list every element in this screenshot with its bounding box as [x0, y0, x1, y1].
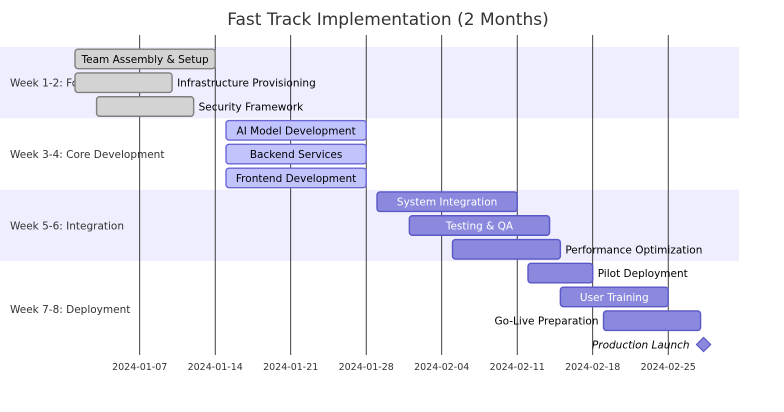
milestone-marker	[695, 336, 712, 353]
task-label: System Integration	[397, 197, 497, 209]
task-bar	[74, 48, 216, 70]
section-bands	[0, 47, 739, 357]
task-bar	[74, 72, 173, 94]
tick-label: 2024-01-07	[112, 362, 167, 373]
section-band	[0, 189, 739, 262]
task-label: Infrastructure Provisioning	[177, 78, 316, 90]
task-label: Security Framework	[199, 102, 304, 114]
task-label: Production Launch	[592, 340, 690, 352]
section-band	[0, 118, 739, 190]
tick-label: 2024-01-21	[263, 362, 318, 373]
task-bar	[602, 310, 702, 332]
task-label: AI Model Development	[237, 125, 356, 137]
task-bars	[74, 48, 712, 353]
task-label: Testing & QA	[445, 221, 514, 233]
task-bar	[408, 215, 551, 236]
task-labels: Team Assembly & Setup Infrastructure Prov…	[81, 54, 703, 352]
section-label: Week 5-6: Integration	[10, 221, 124, 233]
task-label: Backend Services	[250, 149, 343, 161]
tick-label: 2024-02-11	[490, 362, 545, 373]
task-label: User Training	[580, 292, 649, 304]
tick-label: 2024-01-14	[188, 362, 243, 373]
task-label: Frontend Development	[236, 173, 356, 185]
task-bar	[559, 286, 669, 308]
tick-label: 2024-02-04	[414, 362, 469, 373]
tick-label: 2024-02-25	[641, 362, 696, 373]
task-label: Pilot Deployment	[598, 268, 688, 280]
section-label: Week 3-4: Core Development	[10, 149, 164, 161]
tick-label: 2024-01-28	[339, 362, 394, 373]
task-bar	[225, 167, 367, 189]
task-bar	[225, 119, 367, 141]
task-label: Performance Optimization	[565, 244, 702, 256]
section-label: Week 7-8: Deployment	[10, 304, 130, 316]
task-bar	[527, 262, 594, 284]
section-band	[0, 261, 739, 357]
task-bar	[225, 143, 367, 165]
task-label: Team Assembly & Setup	[81, 54, 209, 66]
task-bar	[376, 191, 518, 213]
time-grid: 2024-01-07 2024-01-14 2024-01-21 2024-01-28…	[112, 35, 696, 373]
task-bar	[451, 238, 562, 260]
tick-label: 2024-02-18	[565, 362, 620, 373]
task-label: Go-Live Preparation	[495, 316, 599, 328]
task-bar	[95, 96, 195, 117]
chart-title: Fast Track Implementation (2 Months)	[227, 10, 548, 30]
